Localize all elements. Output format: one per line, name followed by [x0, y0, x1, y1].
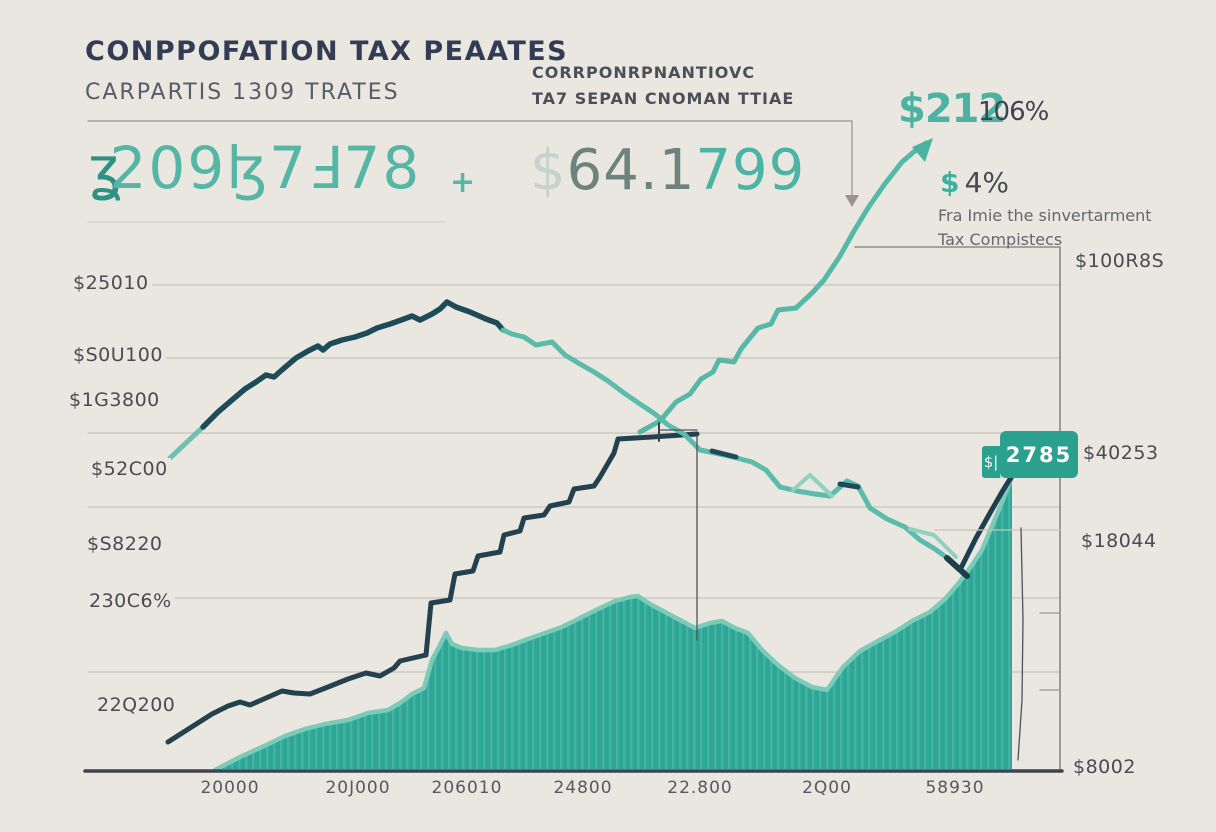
callout-small-currency: $: [940, 166, 960, 199]
fork-light-strand-2: [908, 527, 958, 559]
x-axis-label-1: 20J000: [325, 778, 391, 798]
teal-arrowhead: [912, 138, 933, 162]
stat-primary-prefix-glyph: ʓ: [88, 134, 124, 202]
hump-navy-line: [200, 299, 506, 430]
fork-light-strand-1: [791, 473, 834, 498]
y-axis-right-label-2: $18044: [1078, 530, 1160, 552]
y-axis-left-label-6: 22Q200: [94, 694, 179, 716]
data-label-badge: 2785: [1000, 431, 1078, 478]
x-axis-label-2: 206010: [431, 778, 503, 798]
badge-value: 2785: [1005, 442, 1073, 467]
callout-big-value: $212: [898, 86, 1006, 132]
callout-big-percent: 106%: [978, 97, 1049, 127]
callout-small: $ 4%: [940, 166, 1009, 199]
y-axis-left-label-4: $S8220: [84, 533, 166, 555]
stat-secondary-part1: 64.1: [566, 138, 696, 203]
stat-primary-value: ʓ209ɮ7Ⅎ78: [88, 134, 421, 202]
gray-arrowhead: [845, 195, 859, 207]
x-axis-label-3: 24800: [553, 778, 613, 798]
y-axis-right-label-0: $100R8S: [1072, 250, 1168, 272]
page-subtitle: CARPARTIS 1309 TRATES: [85, 80, 400, 105]
y-axis-left-label-3: $52C00: [88, 458, 171, 480]
data-label-badge-tab: $|: [982, 446, 1001, 478]
hump-teal-left-tail: [167, 424, 206, 461]
x-axis-label-6: 58930: [925, 778, 985, 798]
page-title: CONPPOFATION TAX PEAATES: [85, 36, 569, 67]
navy-overlay-2: [837, 481, 861, 490]
x-axis-label-0: 20000: [200, 778, 260, 798]
y-axis-left-label-0: $25010: [70, 272, 152, 294]
side-curve: [1017, 527, 1024, 761]
callout-small-percent: 4%: [964, 166, 1009, 199]
stat-secondary-caption: CORRPONRPNANTIOVC TA7 SEPAN CNOMAN TTIAE: [532, 60, 794, 112]
badge-prefix: $|: [983, 453, 999, 471]
teal-arrow-line: [637, 140, 929, 435]
rising-navy-line: [165, 431, 700, 745]
callout-note-line1: Fra Imie the sinvertarment: [938, 206, 1152, 225]
stat-secondary-caption-line1: CORRPONRPNANTIOVC: [532, 63, 756, 82]
navy-knot: [944, 555, 970, 579]
stat-secondary-part2: 799: [695, 138, 806, 203]
y-axis-right-label-1: $40253: [1080, 442, 1162, 464]
stat-primary-number: 209ɮ7Ⅎ78: [109, 134, 422, 202]
stat-secondary-caption-line2: TA7 SEPAN CNOMAN TTIAE: [532, 89, 795, 108]
y-axis-left-label-1: $S0U100: [70, 344, 166, 366]
callout-note: Fra Imie the sinvertarment Tax Compistec…: [938, 204, 1152, 252]
y-axis-right-label-3: $8002: [1070, 756, 1139, 778]
x-axis-label-4: 22.800: [667, 778, 733, 798]
teal-area-series-texture: [215, 477, 1012, 770]
teal-area-series-top-edge: [212, 474, 1015, 773]
descending-teal-line: [500, 327, 963, 573]
steep-navy-rise: [957, 473, 1015, 573]
navy-overlay-1: [709, 448, 739, 460]
currency-symbol: $: [530, 138, 567, 203]
plus-separator: +: [450, 165, 476, 200]
stat-secondary-value: $64.1799: [530, 138, 805, 203]
y-axis-left-label-5: 230C6%: [86, 590, 175, 612]
y-axis-left-label-2: $1G3800: [66, 389, 163, 411]
x-axis-label-5: 2Q00: [802, 778, 852, 798]
callout-note-line2: Tax Compistecs: [938, 230, 1063, 249]
